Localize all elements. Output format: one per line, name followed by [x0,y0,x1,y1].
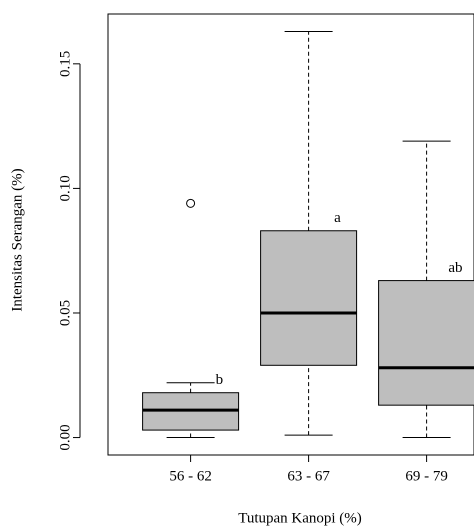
y-tick-label: 0.00 [57,424,73,450]
annotation: ab [448,260,462,276]
y-tick-label: 0.15 [57,51,73,77]
box [379,281,474,406]
annotation: a [334,210,341,226]
box [261,231,357,366]
y-tick-label: 0.05 [57,300,73,326]
outlier [187,199,195,207]
x-tick-label: 69 - 79 [405,468,448,484]
x-tick-label: 63 - 67 [287,468,330,484]
y-tick-label: 0.10 [57,175,73,201]
page: Intensitas Serangan (%) Tutupan Kanopi (… [0,0,474,529]
chart: Intensitas Serangan (%) Tutupan Kanopi (… [0,0,474,529]
x-tick-label: 56 - 62 [169,468,212,484]
y-axis-label: Intensitas Serangan (%) [9,168,25,311]
x-axis-label: Tutupan Kanopi (%) [238,510,362,526]
annotation: b [216,372,224,388]
